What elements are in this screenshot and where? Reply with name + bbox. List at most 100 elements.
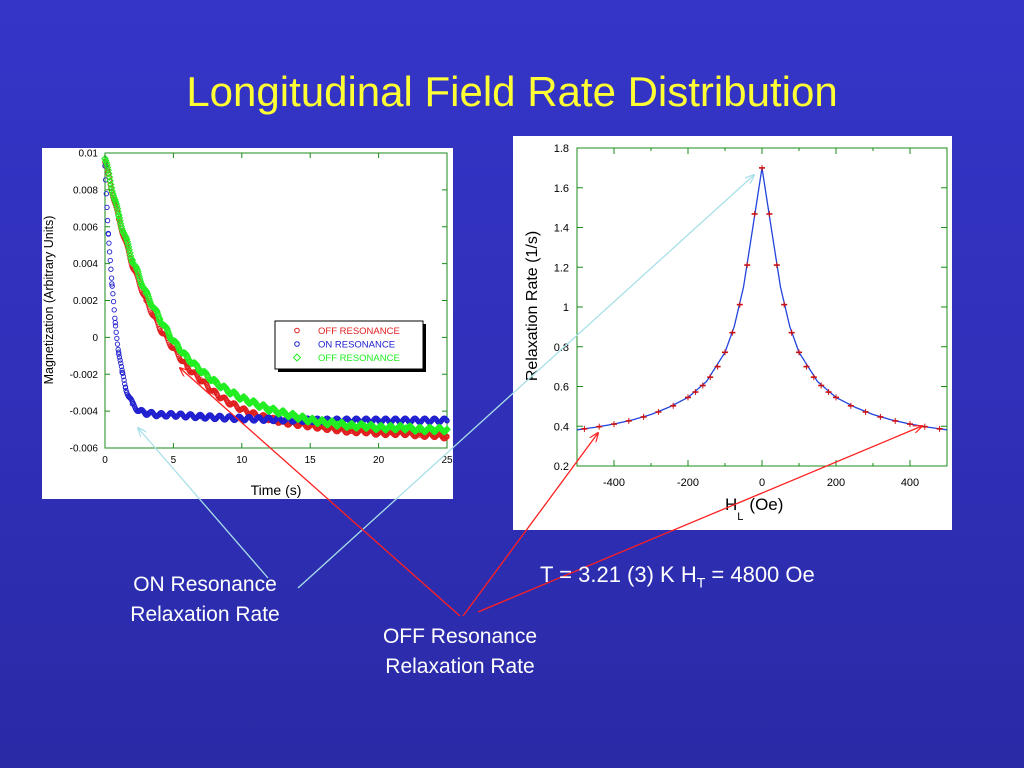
- data-marker: [165, 330, 173, 338]
- data-marker: [110, 298, 117, 305]
- on-arrow-to-left-chart: [138, 428, 269, 579]
- data-marker: [444, 418, 450, 424]
- data-point: [699, 382, 706, 389]
- x-tick-label: 400: [901, 477, 919, 489]
- data-point: [116, 349, 122, 355]
- data-marker: [111, 196, 119, 204]
- y-tick-label: 0.8: [554, 342, 569, 354]
- data-marker: [107, 257, 113, 264]
- data-marker: [108, 275, 115, 281]
- data-marker: [136, 277, 145, 286]
- y-tick-label: 1.4: [554, 223, 569, 235]
- legend-marker: [294, 341, 300, 347]
- x-axis-title-main: H: [725, 495, 737, 514]
- data-point: [847, 402, 854, 409]
- x-axis-title: Time (s): [251, 482, 302, 498]
- y-tick-label: -0.002: [70, 370, 99, 381]
- legend-marker: [294, 327, 300, 334]
- off-arrow-to-right-chart-high: [477, 426, 922, 613]
- data-marker: [124, 243, 133, 251]
- data-point: [877, 413, 884, 420]
- param-text-subscript: T: [696, 574, 706, 591]
- x-axis-title: HL (Oe): [725, 495, 783, 523]
- data-marker: [113, 202, 121, 210]
- data-point: [729, 329, 736, 336]
- y-tick-label: 1.8: [554, 143, 569, 155]
- data-point: [862, 408, 869, 415]
- data-marker: [104, 204, 110, 210]
- data-marker: [109, 192, 118, 200]
- temperature-field-text: T = 3.21 (3) K HT = 4800 Oe: [540, 562, 815, 590]
- data-point: [766, 210, 773, 217]
- data-point: [714, 363, 721, 370]
- on-caption-line1: ON Resonance: [133, 573, 277, 596]
- data-marker: [109, 283, 115, 289]
- y-tick-label: 0.01: [79, 149, 99, 160]
- legend-label: OFF RESONANCE: [318, 326, 400, 337]
- data-point: [722, 349, 728, 356]
- x-axis-title-sub: L: [737, 511, 743, 523]
- y-tick-label: 0: [92, 333, 98, 344]
- data-point: [581, 425, 588, 432]
- data-marker: [107, 184, 116, 192]
- x-tick-label: 0: [102, 455, 108, 466]
- x-tick-label: 0: [759, 477, 765, 489]
- data-marker: [146, 297, 154, 305]
- data-marker: [107, 180, 115, 189]
- data-marker: [114, 207, 122, 216]
- off-resonance-caption: OFF Resonance Relaxation Rate: [345, 622, 575, 682]
- data-marker: [115, 211, 123, 219]
- data-marker: [104, 217, 111, 224]
- data-marker: [118, 225, 126, 233]
- y-tick-label: 1.6: [554, 183, 569, 195]
- y-tick-label: 1: [563, 302, 569, 314]
- x-axis-title-units: (Oe): [749, 495, 783, 514]
- data-marker: [174, 342, 182, 350]
- data-point: [685, 394, 691, 401]
- data-marker: [172, 339, 181, 347]
- data-marker: [103, 161, 111, 169]
- legend: OFF RESONANCE ON RESONANCE OFF RESONANCE: [274, 320, 426, 372]
- data-point: [759, 164, 765, 171]
- data-marker: [443, 425, 451, 433]
- y-axis-title: Magnetization (Arbitrary Units): [42, 216, 56, 385]
- y-tick-label: -0.004: [70, 407, 99, 418]
- data-point: [833, 394, 839, 401]
- data-marker: [143, 289, 151, 297]
- data-point: [736, 301, 743, 308]
- x-tick-label: -400: [603, 477, 625, 489]
- data-point: [640, 413, 647, 420]
- y-tick-label: 0.008: [73, 185, 98, 196]
- data-marker: [121, 377, 127, 383]
- data-point: [818, 382, 825, 389]
- data-point: [788, 329, 795, 336]
- data-marker: [155, 313, 163, 322]
- data-marker: [106, 177, 114, 185]
- relaxation-rate-chart-panel: -400 -200 0 200 400 0.2 0.4 0.6 0.8 1 1.2 1.4 1.6 1.8…: [513, 136, 952, 530]
- data-marker: [122, 385, 129, 391]
- legend-label: OFF RESONANCE: [318, 353, 400, 364]
- on-arrow-to-right-chart: [297, 175, 754, 589]
- data-marker: [118, 360, 124, 366]
- data-marker: [114, 335, 120, 342]
- data-marker: [105, 173, 114, 181]
- data-marker: [105, 230, 111, 237]
- legend-box: [274, 320, 424, 370]
- data-marker: [112, 315, 118, 321]
- on-resonance-caption: ON Resonance Relaxation Rate: [95, 570, 315, 630]
- data-point: [892, 417, 899, 424]
- data-marker: [120, 373, 127, 380]
- data-marker: [152, 306, 161, 314]
- x-tick-label: 25: [441, 455, 453, 466]
- data-marker: [121, 232, 130, 241]
- data-marker: [443, 434, 449, 440]
- off-caption-line2: Relaxation Rate: [385, 655, 535, 678]
- data-marker: [111, 307, 117, 313]
- data-point: [611, 421, 617, 428]
- y-tick-label: 0.002: [73, 296, 98, 307]
- data-marker: [153, 307, 161, 316]
- legend-label: ON RESONANCE: [318, 340, 395, 351]
- data-point: [596, 423, 603, 430]
- data-point: [907, 421, 913, 428]
